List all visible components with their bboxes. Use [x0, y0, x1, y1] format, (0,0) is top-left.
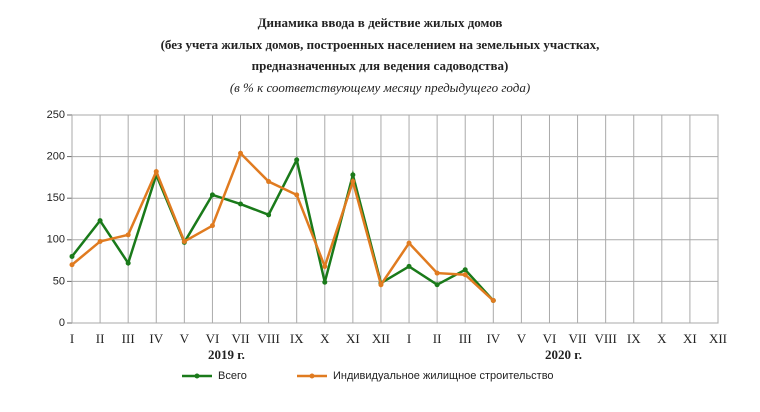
point [322, 263, 328, 269]
point [209, 192, 215, 198]
point [266, 212, 272, 218]
x-tick-label: X [320, 331, 330, 346]
x-tick-label: XII [372, 331, 390, 346]
point [406, 240, 412, 246]
x-tick-label: V [517, 331, 527, 346]
x-tick-label: IX [627, 331, 641, 346]
point [238, 201, 244, 207]
x-tick-label: X [657, 331, 667, 346]
x-tick-label: VIII [594, 331, 616, 346]
point [350, 172, 356, 178]
point [434, 270, 440, 276]
x-tick-label: III [122, 331, 135, 346]
point [462, 272, 468, 278]
chart-title-line: (без учета жилых домов, построенных насе… [161, 37, 600, 52]
x-tick-label: I [70, 331, 74, 346]
point [378, 282, 384, 288]
point [153, 169, 159, 175]
x-tick-label: II [433, 331, 442, 346]
y-tick-label: 250 [47, 109, 65, 121]
x-tick-label: VII [231, 331, 249, 346]
x-tick-label: VI [206, 331, 220, 346]
x-tick-label: XI [346, 331, 360, 346]
point [69, 253, 75, 259]
x-tick-label: II [96, 331, 105, 346]
point [97, 218, 103, 224]
point [209, 223, 215, 229]
x-tick-label: VIII [257, 331, 279, 346]
point [125, 260, 131, 266]
x-tick-label: XII [709, 331, 727, 346]
point [125, 232, 131, 238]
point [490, 298, 496, 304]
point [294, 157, 300, 163]
x-tick-label: I [407, 331, 411, 346]
point [350, 179, 356, 185]
series-line [71, 151, 495, 302]
point [462, 267, 468, 273]
legend-marker [194, 373, 200, 379]
point [294, 192, 300, 198]
x-group-label: 2019 г. [208, 347, 245, 362]
x-tick-label: XI [683, 331, 697, 346]
y-tick-label: 50 [53, 275, 65, 287]
point [434, 282, 440, 288]
chart-subtitle: (в % к соответствующему месяцу предыдуще… [230, 80, 530, 95]
x-tick-label: IV [486, 331, 500, 346]
legend-marker [309, 373, 315, 379]
legend-label: Индивидуальное жилищное строительство [333, 370, 554, 382]
point [322, 279, 328, 285]
x-tick-label: IV [149, 331, 163, 346]
y-tick-label: 0 [59, 317, 65, 329]
x-group-label: 2020 г. [545, 347, 582, 362]
x-tick-label: III [459, 331, 472, 346]
chart-title: Динамика ввода в действие жилых домов [258, 15, 503, 30]
plot-frame [71, 114, 719, 324]
y-tick-label: 100 [47, 234, 65, 246]
x-tick-label: V [180, 331, 190, 346]
x-tick-label: VI [543, 331, 557, 346]
y-tick-label: 150 [47, 192, 65, 204]
point [181, 238, 187, 244]
chart-title-line: предназначенных для ведения садоводства) [252, 58, 509, 73]
point [69, 262, 75, 268]
series-line [71, 156, 495, 302]
x-tick-label: VII [569, 331, 587, 346]
point [238, 150, 244, 156]
y-tick-label: 200 [47, 151, 65, 163]
point [406, 263, 412, 269]
x-tick-label: IX [290, 331, 304, 346]
legend-label: Всего [218, 370, 247, 382]
point [97, 238, 103, 244]
point [266, 179, 272, 185]
